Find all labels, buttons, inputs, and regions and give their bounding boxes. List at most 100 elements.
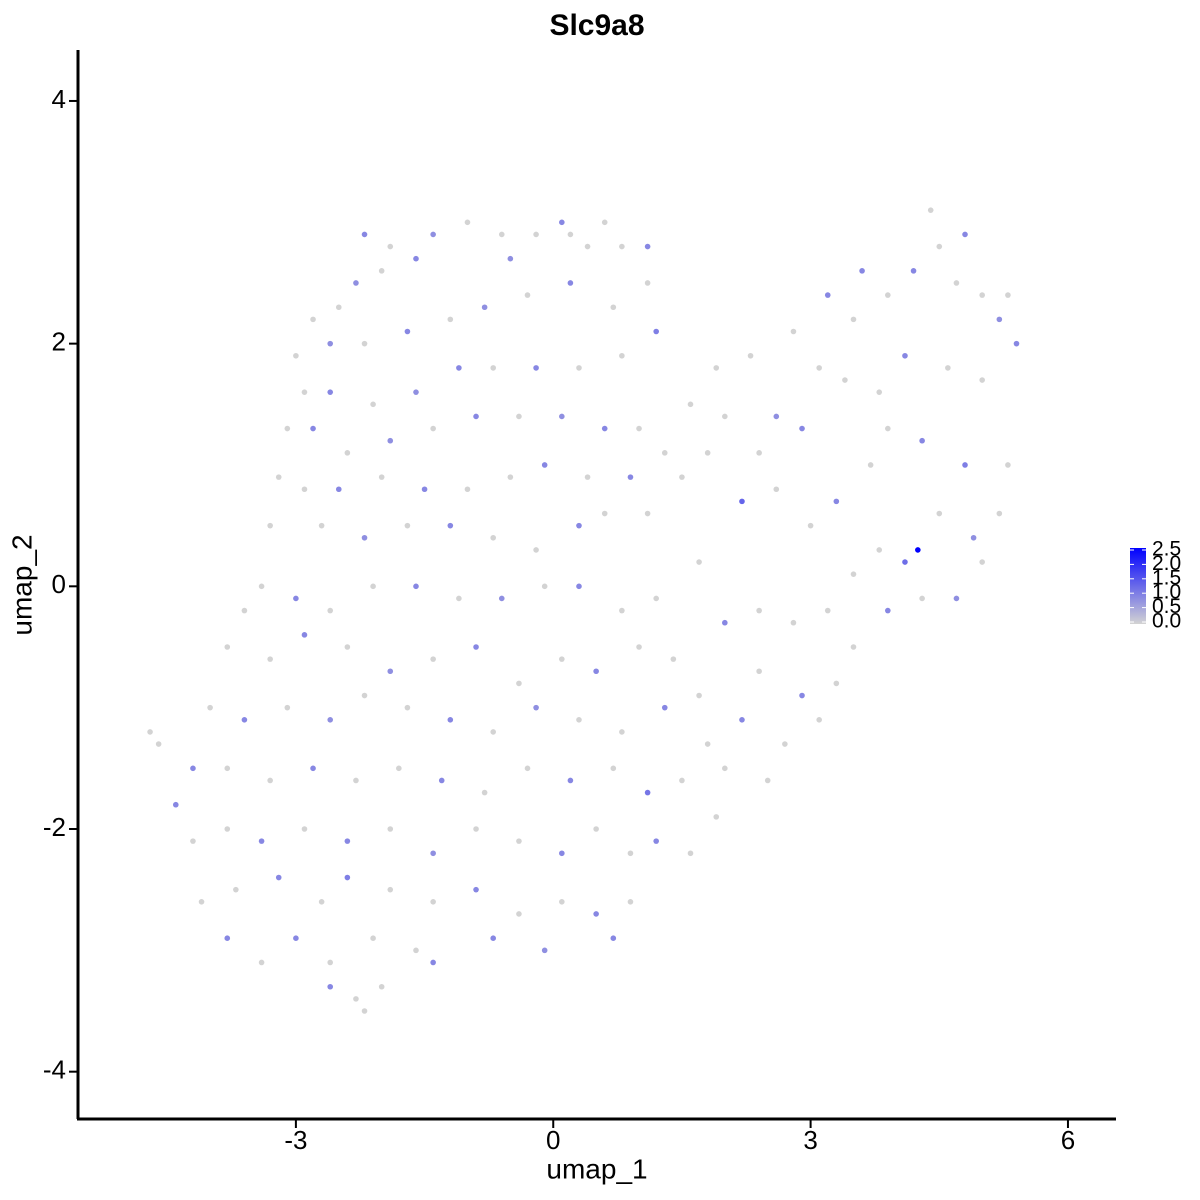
point (507, 255, 514, 262)
point (421, 486, 428, 493)
point (644, 789, 651, 796)
point (541, 947, 548, 954)
point (722, 765, 728, 772)
point (335, 486, 342, 493)
point (670, 656, 677, 662)
point (541, 462, 548, 468)
point (456, 365, 462, 371)
point (481, 789, 488, 796)
point (172, 801, 179, 808)
point (807, 522, 814, 529)
point (636, 425, 642, 432)
point (207, 704, 213, 711)
point (353, 996, 359, 1002)
point (790, 328, 797, 335)
point (344, 874, 351, 881)
point (147, 729, 153, 735)
point (533, 547, 539, 553)
point (756, 668, 762, 675)
point (533, 231, 539, 238)
color-tick-label: 1.0 (1152, 581, 1181, 604)
point (601, 425, 608, 432)
point (576, 583, 582, 590)
point (653, 838, 659, 844)
point (533, 704, 539, 711)
point (447, 522, 454, 529)
point (979, 292, 985, 298)
point (850, 644, 857, 650)
point (438, 777, 445, 784)
point (293, 352, 299, 359)
point (919, 437, 925, 444)
point (378, 474, 385, 480)
point (773, 413, 780, 420)
x-tick-label: 0 (546, 1125, 560, 1155)
color-bar (1130, 548, 1146, 624)
point (404, 522, 411, 529)
point (507, 474, 514, 480)
point (696, 559, 702, 565)
point (353, 777, 359, 784)
point (593, 911, 599, 917)
point (559, 899, 565, 905)
point (387, 437, 394, 444)
point (833, 498, 840, 505)
point (644, 243, 651, 250)
point (267, 777, 273, 784)
point (559, 219, 565, 226)
point (584, 474, 591, 480)
point (370, 583, 376, 590)
point (876, 389, 883, 395)
y-tick-label: -2 (43, 812, 66, 842)
y-tick-label: -4 (43, 1055, 66, 1085)
point (327, 389, 334, 395)
color-tick-label: 0.5 (1152, 595, 1181, 618)
point (713, 365, 720, 371)
x-axis-title: umap_1 (546, 1153, 647, 1184)
point (559, 413, 565, 420)
point (610, 765, 617, 772)
point (610, 935, 617, 942)
point (430, 231, 436, 238)
point (361, 340, 368, 347)
x-tick-label: -3 (284, 1125, 307, 1155)
point (241, 607, 248, 614)
point (790, 619, 797, 626)
point (370, 401, 376, 408)
point (301, 826, 308, 832)
point (224, 826, 231, 832)
point (936, 510, 943, 517)
point (224, 644, 231, 650)
point (824, 292, 831, 298)
point (413, 389, 419, 395)
point (859, 268, 865, 274)
point (979, 559, 985, 565)
point (739, 716, 745, 723)
point (996, 510, 1003, 517)
point (413, 947, 419, 954)
point (885, 425, 891, 432)
point (739, 498, 745, 505)
point (473, 886, 479, 893)
point (155, 741, 162, 747)
point (996, 316, 1003, 323)
point (464, 219, 471, 226)
point (335, 304, 342, 311)
point (447, 716, 454, 723)
point (902, 352, 908, 359)
point (447, 316, 454, 323)
point (601, 219, 608, 226)
point (490, 729, 497, 735)
point (1005, 292, 1011, 298)
point (387, 826, 394, 832)
y-tick-label: 2 (52, 327, 66, 357)
point (773, 486, 780, 493)
point (301, 632, 308, 638)
point (387, 886, 394, 893)
point (464, 486, 471, 493)
point (1013, 340, 1020, 347)
point (867, 462, 874, 468)
point (747, 352, 754, 359)
point (404, 704, 411, 711)
